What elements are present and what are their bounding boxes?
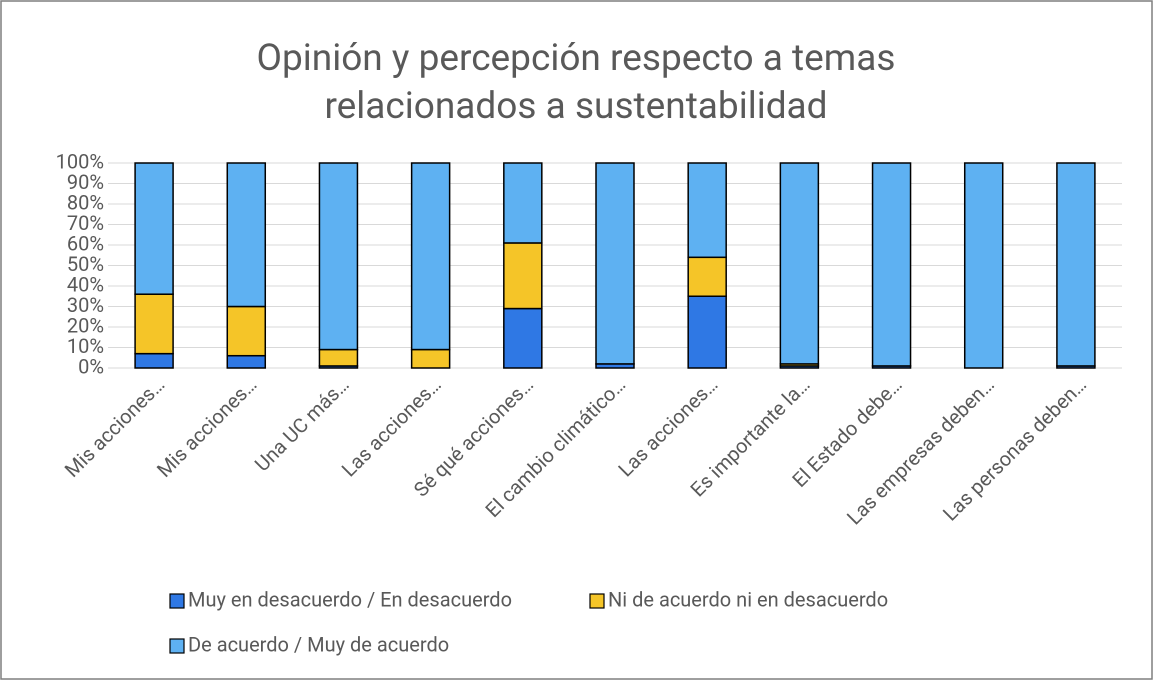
y-tick-label: 10% [67,334,104,358]
bar-segment [226,354,267,369]
legend-swatch [589,593,605,609]
y-tick-label: 100% [56,149,104,173]
bar-segment [687,256,727,297]
legend-label: De acuerdo / Muy de acuerdo [188,632,449,656]
bar-segment [871,162,912,367]
y-tick-label: 30% [67,293,104,317]
bar-segment [226,162,267,308]
legend-label: Muy en desacuerdo / En desacuerdo [188,587,512,611]
legend-swatch [169,593,185,609]
legend-swatch [169,638,185,654]
chart-title: Opinión y percepción respecto a temas [257,37,896,80]
bar-segment [318,162,359,351]
bar-segment [779,162,820,365]
y-tick-label: 0% [78,354,104,378]
bar-segment [1056,162,1096,367]
bar-segment [503,242,543,310]
bar-segment [134,162,174,295]
legend-label: Ni de acuerdo ni en desacuerdo [608,587,888,611]
chart-title: relacionados a sustentabilidad [324,85,827,128]
bar-segment [134,352,174,369]
y-tick-label: 90% [67,170,104,194]
y-tick-label: 70% [67,211,104,235]
bar-segment [595,162,635,365]
y-tick-label: 60% [67,231,104,255]
y-tick-label: 40% [67,272,104,296]
bar-segment [410,162,451,351]
bar-segment [226,305,267,357]
bar-segment [318,348,359,367]
y-tick-label: 20% [67,313,104,337]
y-tick-label: 80% [67,190,104,214]
y-tick-label: 50% [67,252,104,276]
bar-segment [134,293,174,355]
bar-segment [687,295,727,369]
bar-segment [963,162,1004,369]
bar-segment [687,162,727,259]
bar-segment [410,348,451,369]
bar-segment [503,307,543,369]
bar-segment [503,162,543,244]
